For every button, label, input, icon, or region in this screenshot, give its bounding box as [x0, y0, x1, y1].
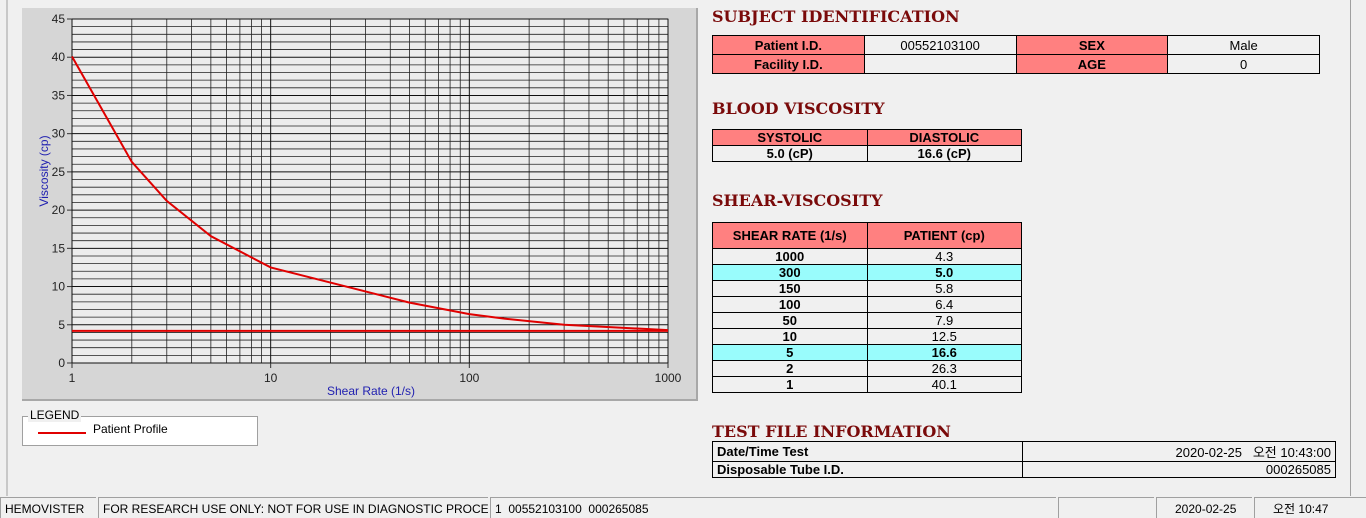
y-tick-label: 20	[52, 203, 66, 217]
value-cell: 16.6	[866, 344, 1022, 361]
value-cell: 5.0 (cP)	[712, 145, 868, 162]
status-cell: 2020-02-25	[1156, 497, 1252, 518]
table-row: 1000 4.3	[712, 248, 1022, 265]
label-cell: SEX	[1015, 35, 1169, 55]
value-cell: 5.8	[866, 280, 1022, 297]
value-cell: 2020-02-25 오전 10:43:00	[1022, 441, 1336, 462]
header-cell: PATIENT (cp)	[866, 222, 1022, 249]
value-cell: 00552103100	[863, 35, 1017, 55]
x-tick-label: 1	[69, 371, 76, 385]
rate-cell: 300	[712, 264, 868, 281]
table-row: 300 5.0	[712, 264, 1022, 281]
table-row: 150 5.8	[712, 280, 1022, 297]
table-row: 2 26.3	[712, 360, 1022, 377]
x-tick-label: 100	[459, 371, 479, 385]
label-cell: Date/Time Test	[712, 441, 1023, 462]
y-tick-label: 35	[52, 88, 66, 102]
y-tick-label: 15	[52, 241, 66, 255]
section-title: SUBJECT IDENTIFICATION	[712, 7, 960, 26]
legend-entry: Patient Profile	[93, 422, 168, 436]
window-border	[6, 0, 8, 496]
label-cell: AGE	[1015, 54, 1169, 74]
table-row: 50 7.9	[712, 312, 1022, 329]
rate-cell: 10	[712, 328, 868, 345]
plot-area	[71, 18, 669, 364]
status-cell	[1058, 497, 1154, 518]
value-cell: 6.4	[866, 296, 1022, 313]
x-tick-label: 1000	[655, 371, 682, 385]
value-cell	[863, 54, 1017, 74]
y-tick-label: 25	[52, 165, 66, 179]
value-cell: 26.3	[866, 360, 1022, 377]
rate-cell: 2	[712, 360, 868, 377]
label-cell: Patient I.D.	[712, 35, 865, 55]
status-cell: FOR RESEARCH USE ONLY: NOT FOR USE IN DI…	[98, 497, 488, 518]
y-tick-label: 0	[58, 356, 65, 370]
legend-title: LEGEND	[28, 408, 82, 422]
y-tick-label: 10	[52, 280, 66, 294]
rate-cell: 5	[712, 344, 868, 361]
section-title: SHEAR-VISCOSITY	[712, 191, 883, 210]
x-axis-label: Shear Rate (1/s)	[327, 384, 415, 398]
value-cell: 5.0	[866, 264, 1022, 281]
legend-swatch	[38, 432, 86, 434]
status-cell: 1 00552103100 000265085	[490, 497, 1056, 518]
window-border	[1350, 0, 1351, 496]
y-tick-label: 45	[52, 12, 66, 26]
y-tick-label: 30	[52, 127, 66, 141]
table-row: 10 12.5	[712, 328, 1022, 345]
test-file-table: Date/Time Test 2020-02-25 오전 10:43:00 Di…	[712, 441, 1336, 478]
header-cell: SHEAR RATE (1/s)	[712, 222, 868, 249]
section-title: TEST FILE INFORMATION	[712, 422, 951, 441]
table-row: 5 16.6	[712, 344, 1022, 361]
rate-cell: 1	[712, 376, 868, 393]
x-tick-label: 10	[264, 371, 278, 385]
value-cell: 12.5	[866, 328, 1022, 345]
rate-cell: 100	[712, 296, 868, 313]
table-row: 1 40.1	[712, 376, 1022, 393]
header-cell: SYSTOLIC	[712, 129, 868, 146]
chart: 0 5 10 15 20 25 30 35 40 45 1 10 100 1000 Shear Rate (…	[37, 12, 682, 398]
value-cell: 7.9	[866, 312, 1022, 329]
rate-cell: 1000	[712, 248, 868, 265]
rate-cell: 50	[712, 312, 868, 329]
label-cell: Disposable Tube I.D.	[712, 461, 1023, 478]
blood-table: SYSTOLIC DIASTOLIC 5.0 (cP) 16.6 (cP)	[712, 129, 1022, 162]
value-cell: 40.1	[866, 376, 1022, 393]
value-cell: 0	[1167, 54, 1320, 74]
status-cell: 오전 10:47	[1254, 497, 1366, 518]
rate-cell: 150	[712, 280, 868, 297]
y-axis-label: Viscosity (cp)	[37, 135, 51, 206]
header-cell: DIASTOLIC	[866, 129, 1022, 146]
status-cell: HEMOVISTER	[0, 497, 96, 518]
value-cell: 16.6 (cP)	[866, 145, 1022, 162]
shear-table: SHEAR RATE (1/s) PATIENT (cp) 1000 4.3 300…	[712, 222, 1022, 393]
value-cell: 000265085	[1022, 461, 1336, 478]
data-line	[71, 55, 669, 332]
subject-table: Patient I.D. 00552103100 SEX Male Facili…	[712, 35, 1320, 74]
value-cell: 4.3	[866, 248, 1022, 265]
value-cell: Male	[1167, 35, 1320, 55]
section-title: BLOOD VISCOSITY	[712, 99, 885, 118]
chart-panel: 0 5 10 15 20 25 30 35 40 45 1 10 100 1000 Shear Rate (…	[22, 8, 698, 401]
y-tick-label: 40	[52, 50, 66, 64]
y-tick-label: 5	[58, 318, 65, 332]
label-cell: Facility I.D.	[712, 54, 865, 74]
table-row: 100 6.4	[712, 296, 1022, 313]
